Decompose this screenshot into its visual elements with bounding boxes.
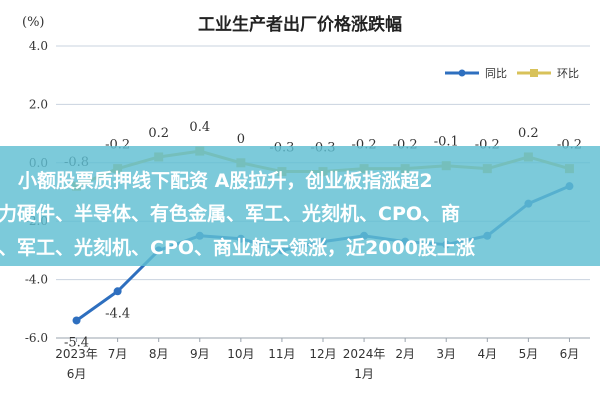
y-tick-label: -4.0 xyxy=(25,273,48,287)
y-tick-label: -6.0 xyxy=(25,331,48,345)
x-axis-ticks: 2023年 6月 7月 8月 9月 10月 11月 12月 2024年 1月 2月 3月 4月 5月 6月 xyxy=(55,338,579,381)
x-tick-label: 10月 xyxy=(227,347,254,361)
series-1-point xyxy=(72,316,81,325)
data-label: 0.2 xyxy=(518,126,539,141)
legend: 同比 环比 xyxy=(445,67,579,80)
x-tick-label: 5月 xyxy=(519,347,539,361)
data-label: 0.2 xyxy=(148,126,169,141)
x-tick-label: 4月 xyxy=(477,347,497,361)
banner-line-1: 小额股票质押线下配资 A股拉升，创业板指涨超2 xyxy=(18,170,433,192)
x-tick-label: 2023年 xyxy=(55,347,98,361)
banner-line-3: 、军工、光刻机、CPO、商业航天领涨，近2000股上涨 xyxy=(0,237,475,259)
data-label: 0 xyxy=(237,132,245,147)
chart-title: 工业生产者出厂价格涨跌幅 xyxy=(198,14,402,35)
x-tick-label: 11月 xyxy=(268,347,295,361)
legend-label-2: 环比 xyxy=(557,67,579,80)
y-tick-label: 2.0 xyxy=(29,97,48,111)
x-tick-label: 12月 xyxy=(309,347,336,361)
data-label: -5.4 xyxy=(64,335,89,350)
y-tick-label: 4.0 xyxy=(29,39,48,53)
x-tick-label: 8月 xyxy=(149,347,169,361)
x-tick-label: 3月 xyxy=(436,347,456,361)
data-label: -0.1 xyxy=(434,135,459,150)
x-tick-label: 1月 xyxy=(354,367,374,381)
news-overlay-banner: 小额股票质押线下配资 A股拉升，创业板指涨超2 力硬件、半导体、有色金属、军工、… xyxy=(0,146,600,266)
x-tick-label: 2月 xyxy=(395,347,415,361)
x-tick-label: 2024年 xyxy=(343,347,386,361)
legend-marker-2 xyxy=(530,69,538,77)
series-1-point xyxy=(113,287,122,296)
y-axis-unit: (%) xyxy=(22,15,45,30)
data-label: 0.4 xyxy=(189,120,210,135)
x-tick-label: 7月 xyxy=(108,347,128,361)
x-tick-label: 6月 xyxy=(67,367,87,381)
x-tick-label: 9月 xyxy=(190,347,210,361)
legend-label-1: 同比 xyxy=(485,67,507,80)
legend-marker-1 xyxy=(458,69,466,77)
data-label: -4.4 xyxy=(105,306,130,321)
banner-line-2: 力硬件、半导体、有色金属、军工、光刻机、CPO、商 xyxy=(0,203,461,225)
x-tick-label: 6月 xyxy=(560,347,580,361)
